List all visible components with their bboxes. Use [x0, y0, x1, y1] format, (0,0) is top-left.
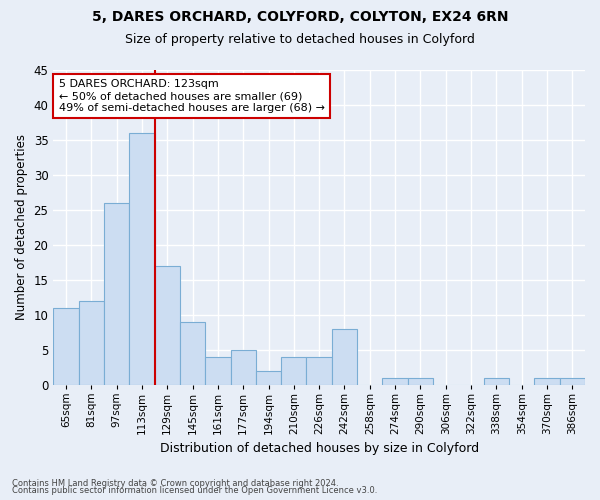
Bar — [129, 133, 155, 384]
Bar — [53, 308, 79, 384]
Bar — [408, 378, 433, 384]
Text: 5, DARES ORCHARD, COLYFORD, COLYTON, EX24 6RN: 5, DARES ORCHARD, COLYFORD, COLYTON, EX2… — [92, 10, 508, 24]
Text: Contains HM Land Registry data © Crown copyright and database right 2024.: Contains HM Land Registry data © Crown c… — [12, 478, 338, 488]
Text: Size of property relative to detached houses in Colyford: Size of property relative to detached ho… — [125, 32, 475, 46]
Y-axis label: Number of detached properties: Number of detached properties — [15, 134, 28, 320]
Bar — [307, 356, 332, 384]
Bar — [205, 356, 230, 384]
Bar — [104, 203, 129, 384]
Bar — [256, 370, 281, 384]
Text: Contains public sector information licensed under the Open Government Licence v3: Contains public sector information licen… — [12, 486, 377, 495]
Bar — [155, 266, 180, 384]
Bar — [230, 350, 256, 384]
Bar — [281, 356, 307, 384]
X-axis label: Distribution of detached houses by size in Colyford: Distribution of detached houses by size … — [160, 442, 479, 455]
Bar — [332, 328, 357, 384]
Bar — [382, 378, 408, 384]
Bar — [484, 378, 509, 384]
Bar — [560, 378, 585, 384]
Text: 5 DARES ORCHARD: 123sqm
← 50% of detached houses are smaller (69)
49% of semi-de: 5 DARES ORCHARD: 123sqm ← 50% of detache… — [59, 80, 325, 112]
Bar — [180, 322, 205, 384]
Bar — [79, 300, 104, 384]
Bar — [535, 378, 560, 384]
